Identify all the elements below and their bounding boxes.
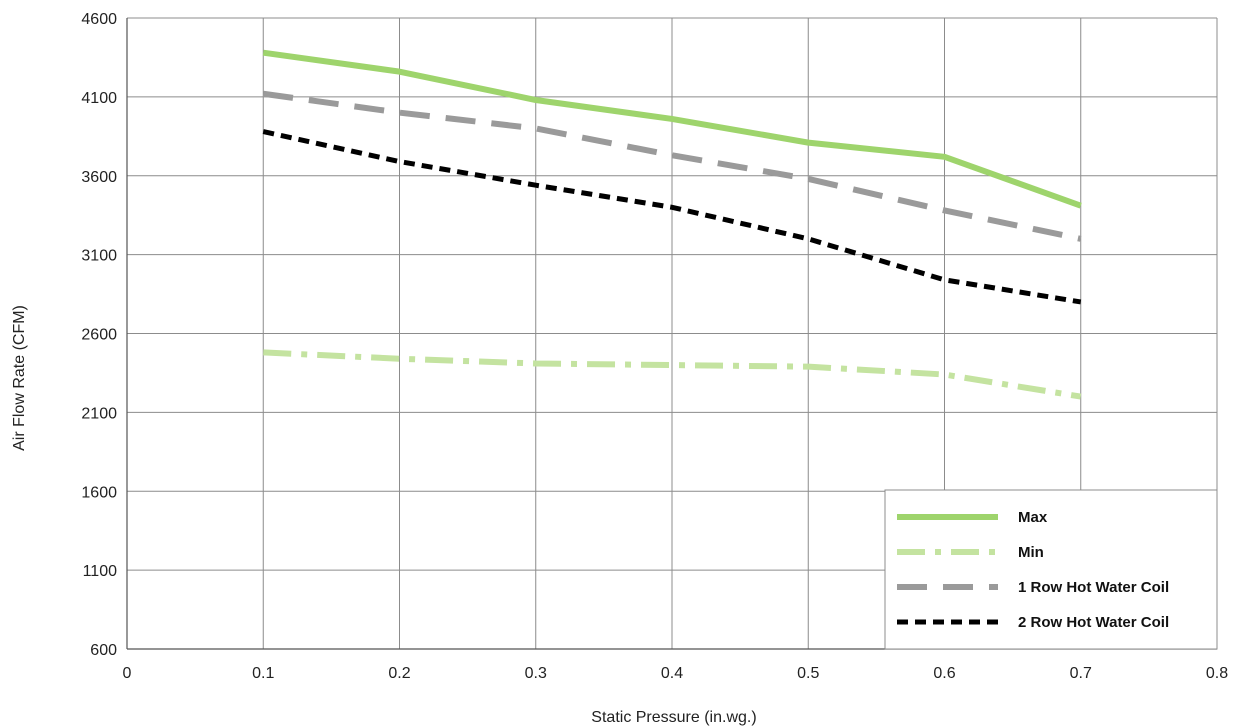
y-tick-label: 3600 — [81, 169, 117, 186]
x-tick-label: 0.7 — [1070, 665, 1092, 682]
y-tick-label: 2100 — [81, 405, 117, 422]
y-tick-label: 4100 — [81, 90, 117, 107]
series-line-1 — [262, 49, 1082, 209]
x-axis-title: Static Pressure (in.wg.) — [591, 709, 756, 726]
series-line-3 — [262, 90, 1082, 242]
x-tick-label: 0.3 — [525, 665, 547, 682]
x-tick-label: 0.6 — [933, 665, 955, 682]
x-tick-label: 0.2 — [388, 665, 410, 682]
x-tick-label: 0.8 — [1206, 665, 1228, 682]
grid — [126, 17, 1218, 650]
series-line-4 — [262, 129, 1082, 305]
y-tick-label: 1100 — [83, 563, 118, 580]
y-tick-label: 4600 — [81, 11, 117, 28]
axes: 600 1100 1600 2100 2600 3100 3600 4100 4600 0 0.1 0… — [81, 11, 1228, 682]
x-tick-label: 0.5 — [797, 665, 819, 682]
y-tick-label: 600 — [90, 642, 117, 659]
legend: Max Min 1 Row Hot Water Coil 2 Row Hot Wate… — [884, 489, 1218, 650]
x-tick-label: 0.4 — [661, 665, 683, 682]
y-tick-label: 1600 — [81, 484, 117, 501]
y-tick-label: 3100 — [81, 248, 117, 265]
series-lines — [262, 49, 1082, 400]
x-tick-label: 0 — [123, 665, 132, 682]
x-tick-label: 0.1 — [252, 665, 274, 682]
y-tick-label: 2600 — [81, 327, 117, 344]
legend-label: Max — [1018, 509, 1048, 526]
legend-label: Min — [1018, 544, 1044, 561]
legend-label: 2 Row Hot Water Coil — [1018, 614, 1169, 631]
legend-label: 1 Row Hot Water Coil — [1018, 579, 1169, 596]
y-axis-title: Air Flow Rate (CFM) — [11, 305, 28, 451]
